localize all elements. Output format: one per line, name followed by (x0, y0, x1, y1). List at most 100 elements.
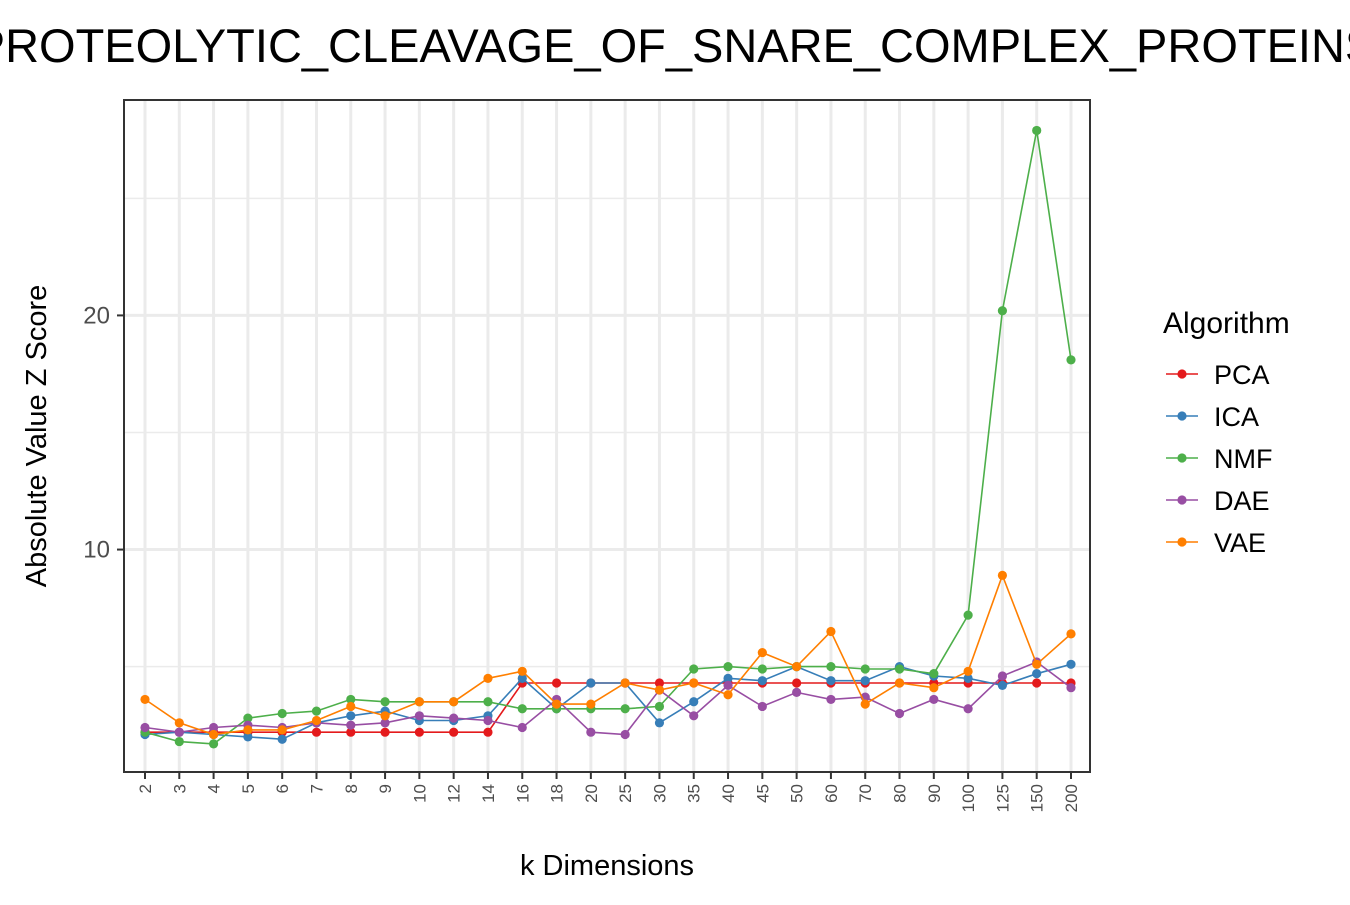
chart-title: PROTEOLYTIC_CLEAVAGE_OF_SNARE_COMPLEX_PR… (0, 19, 1350, 72)
data-point-pca (551, 678, 562, 688)
data-point-dae (757, 701, 767, 712)
x-tick-label: 30 (650, 784, 669, 803)
data-point-vae (243, 725, 253, 735)
data-point-pca (380, 727, 390, 737)
data-point-dae (1066, 683, 1076, 693)
data-point-ica (346, 711, 356, 721)
data-point-vae (380, 711, 390, 721)
legend-key-point (1177, 453, 1187, 463)
data-point-vae (997, 570, 1008, 580)
data-point-ica (826, 676, 836, 686)
data-point-vae (586, 699, 596, 709)
data-point-nmf (723, 662, 733, 672)
data-point-dae (963, 704, 973, 714)
data-point-vae (483, 673, 493, 683)
data-point-vae (826, 626, 836, 637)
x-tick-label: 90 (925, 784, 944, 803)
data-point-vae (689, 678, 699, 688)
x-tick-label: 8 (342, 784, 361, 793)
y-tick-label: 20 (83, 302, 110, 329)
data-point-ica (689, 697, 699, 707)
x-tick-label: 9 (376, 784, 395, 793)
data-point-vae (1066, 629, 1076, 639)
x-tick-label: 35 (685, 784, 704, 803)
x-tick-label: 100 (959, 784, 978, 812)
x-tick-label: 6 (273, 784, 292, 793)
data-point-nmf (517, 704, 527, 714)
data-point-ica (243, 732, 253, 742)
data-point-vae (723, 690, 733, 700)
data-point-vae (346, 701, 356, 712)
data-point-dae (380, 718, 390, 728)
data-point-dae (620, 729, 630, 740)
legend-key-point (1177, 411, 1187, 421)
legend-title: Algorithm (1163, 307, 1290, 340)
legend-label-ica: ICA (1214, 402, 1259, 432)
x-tick-label: 16 (513, 784, 532, 803)
x-tick-label: 5 (239, 784, 258, 793)
data-point-dae (997, 671, 1008, 681)
legend-label-dae: DAE (1214, 486, 1270, 516)
x-tick-label: 14 (479, 784, 498, 803)
x-tick-label: 3 (170, 784, 189, 793)
data-point-ica (723, 673, 733, 683)
data-point-pca (483, 727, 493, 737)
data-point-nmf (346, 694, 356, 705)
data-point-vae (792, 662, 802, 672)
y-axis-title: Absolute Value Z Score (21, 285, 53, 588)
x-tick-label: 200 (1062, 784, 1081, 812)
x-tick-label: 60 (822, 784, 841, 803)
legend-key-point (1177, 537, 1187, 547)
data-point-pca (792, 678, 802, 688)
data-point-nmf (243, 713, 253, 723)
legend-key-point (1177, 369, 1187, 379)
x-tick-label: 50 (788, 784, 807, 803)
data-point-ica (963, 673, 973, 683)
data-point-dae (894, 708, 905, 719)
data-point-dae (517, 722, 527, 733)
data-point-dae (346, 720, 356, 730)
x-tick-label: 25 (616, 784, 635, 803)
x-axis-title: k Dimensions (520, 850, 694, 882)
data-point-dae (586, 727, 596, 737)
data-point-dae (174, 727, 184, 737)
data-point-vae (757, 647, 767, 658)
data-point-vae (277, 725, 287, 735)
data-point-vae (449, 697, 459, 707)
data-point-vae (174, 718, 184, 728)
data-point-vae (860, 699, 870, 709)
x-tick-label: 150 (1028, 784, 1047, 812)
series-line-vae (144, 573, 1072, 736)
data-point-nmf (963, 610, 973, 620)
data-point-dae (929, 694, 939, 705)
data-point-nmf (929, 669, 939, 679)
data-point-ica (757, 676, 767, 686)
x-tick-label: 45 (753, 784, 772, 803)
legend-label-pca: PCA (1214, 360, 1270, 390)
x-tick-label: 20 (582, 784, 601, 803)
data-point-nmf (311, 706, 322, 716)
x-tick-label: 7 (307, 784, 326, 793)
data-point-pca (654, 678, 665, 688)
x-tick-label: 70 (856, 784, 875, 803)
data-point-vae (311, 715, 322, 726)
data-point-vae (654, 685, 665, 695)
series-lines (140, 125, 1076, 749)
data-point-nmf (174, 736, 184, 747)
data-point-dae (208, 722, 219, 733)
data-point-dae (723, 680, 733, 690)
data-point-dae (483, 715, 493, 726)
data-point-nmf (757, 664, 767, 674)
data-point-nmf (997, 306, 1008, 316)
data-point-nmf (483, 697, 493, 707)
x-tick-label: 12 (445, 784, 464, 803)
data-point-dae (826, 694, 836, 705)
x-tick-label: 10 (410, 784, 429, 803)
data-point-vae (414, 697, 424, 707)
data-point-ica (654, 718, 665, 728)
data-point-ica (1032, 669, 1042, 679)
data-point-nmf (380, 697, 390, 707)
